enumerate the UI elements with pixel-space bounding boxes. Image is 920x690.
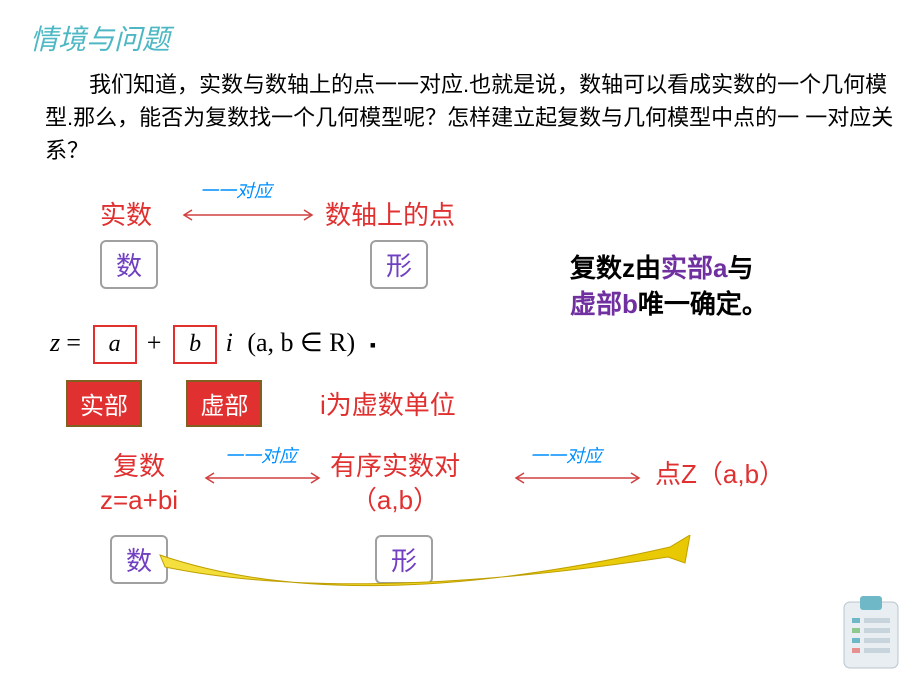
point-z-label: 点Z（a,b） <box>655 454 785 491</box>
formula-plus: + <box>145 328 169 357</box>
formula-a-box: a <box>93 325 137 364</box>
correspondence-label-1: 一一对应 <box>200 177 272 203</box>
clipboard-icon <box>840 594 902 672</box>
correspondence-label-3: 一一对应 <box>530 442 602 468</box>
complex-l2: z=a+bi <box>100 485 178 515</box>
bullet-dot: ▪ <box>370 335 376 355</box>
part-labels: 实部 虚部 <box>66 380 262 427</box>
double-arrow-icon <box>178 207 318 223</box>
i-unit-label: i为虚数单位 <box>320 385 456 422</box>
pair-l1: 有序实数对 <box>330 451 460 481</box>
note-real-part: 实部a <box>661 253 727 283</box>
shape-box: 形 <box>370 240 428 289</box>
imag-part-label: 虚部 <box>186 380 262 427</box>
double-arrow-icon <box>510 470 645 486</box>
formula-b-box: b <box>173 325 217 364</box>
side-note: 复数z由实部a与 虚部b唯一确定。 <box>570 250 768 323</box>
double-arrow-icon <box>200 470 325 486</box>
formula-condition: (a, b ∈ R) <box>247 328 355 357</box>
note-imag-part: 虚部b <box>570 289 638 319</box>
axis-point-label: 数轴上的点 <box>325 195 455 232</box>
real-number-label: 实数 <box>100 195 152 232</box>
note-text-1: 复数z由 <box>570 253 661 283</box>
formula-i: i <box>226 328 240 357</box>
number-box: 数 <box>100 240 158 289</box>
formula-eq: = <box>65 328 89 357</box>
curved-arrow-icon <box>150 535 730 615</box>
formula: z = a + b i (a, b ∈ R) ▪ <box>50 325 376 364</box>
section-title: 情境与问题 <box>30 18 170 58</box>
pair-l2: （a,b） <box>351 485 439 515</box>
real-part-label: 实部 <box>66 380 142 427</box>
formula-z: z <box>50 328 60 357</box>
complex-l1: 复数 <box>113 451 165 481</box>
note-text-2: 与 <box>727 253 753 283</box>
correspondence-label-2: 一一对应 <box>225 442 297 468</box>
note-text-3: 唯一确定。 <box>638 289 768 319</box>
complex-number-label: 复数 z=a+bi <box>100 450 178 518</box>
intro-paragraph: 我们知道，实数与数轴上的点一一对应.也就是说，数轴可以看成实数的一个几何模型.那… <box>45 68 895 167</box>
ordered-pair-label: 有序实数对 （a,b） <box>330 450 460 518</box>
